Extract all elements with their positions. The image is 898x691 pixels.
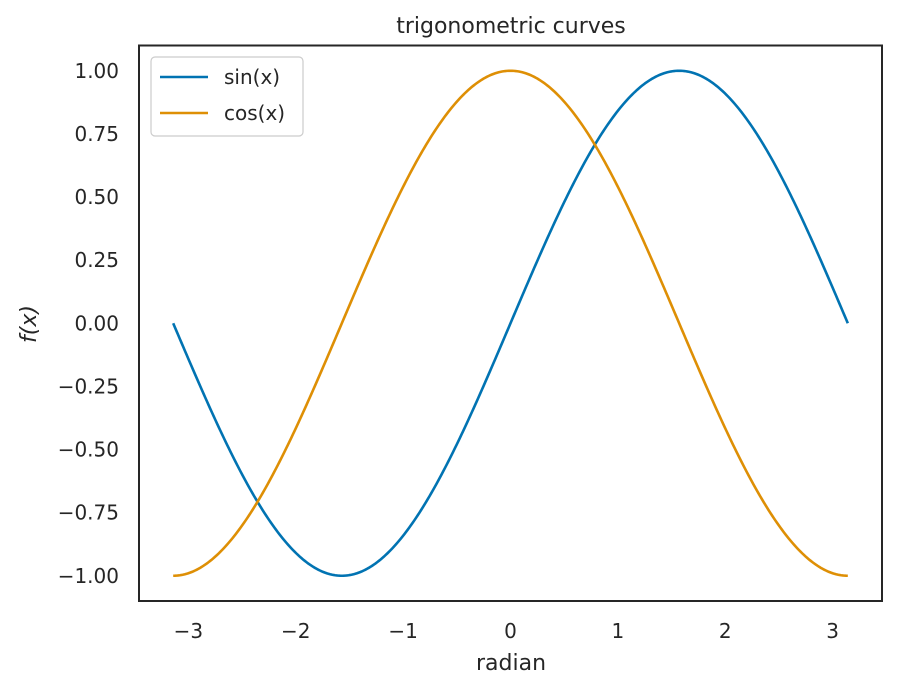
y-tick-label: −1.00 xyxy=(58,564,119,588)
series-line-cos xyxy=(173,69,848,578)
y-axis-label: f(x) xyxy=(17,305,42,343)
y-tick-label: −0.75 xyxy=(58,501,119,525)
legend-label: sin(x) xyxy=(224,65,280,89)
y-tick-label: 0.00 xyxy=(74,311,119,335)
y-tick-label: −0.50 xyxy=(58,438,119,462)
x-tick-label: −1 xyxy=(388,619,417,643)
x-tick-label: −3 xyxy=(174,619,203,643)
y-tick-label: 0.50 xyxy=(74,185,119,209)
x-tick-label: 3 xyxy=(826,619,839,643)
x-tick-label: 2 xyxy=(719,619,732,643)
x-axis-label: radian xyxy=(476,651,546,676)
x-tick-label: 1 xyxy=(612,619,625,643)
y-tick-label: 1.00 xyxy=(74,59,119,83)
series-line-sin xyxy=(171,69,850,578)
x-tick-label: 0 xyxy=(504,619,517,643)
axes-frame xyxy=(138,44,883,602)
chart-title: trigonometric curves xyxy=(396,14,626,39)
y-tick-label: 0.25 xyxy=(74,248,119,272)
legend: sin(x) cos(x) xyxy=(150,56,304,137)
y-tick-label: 0.75 xyxy=(74,122,119,146)
legend-label: cos(x) xyxy=(224,101,285,125)
y-tick-label: −0.25 xyxy=(58,374,119,398)
x-tick-label: −2 xyxy=(281,619,310,643)
